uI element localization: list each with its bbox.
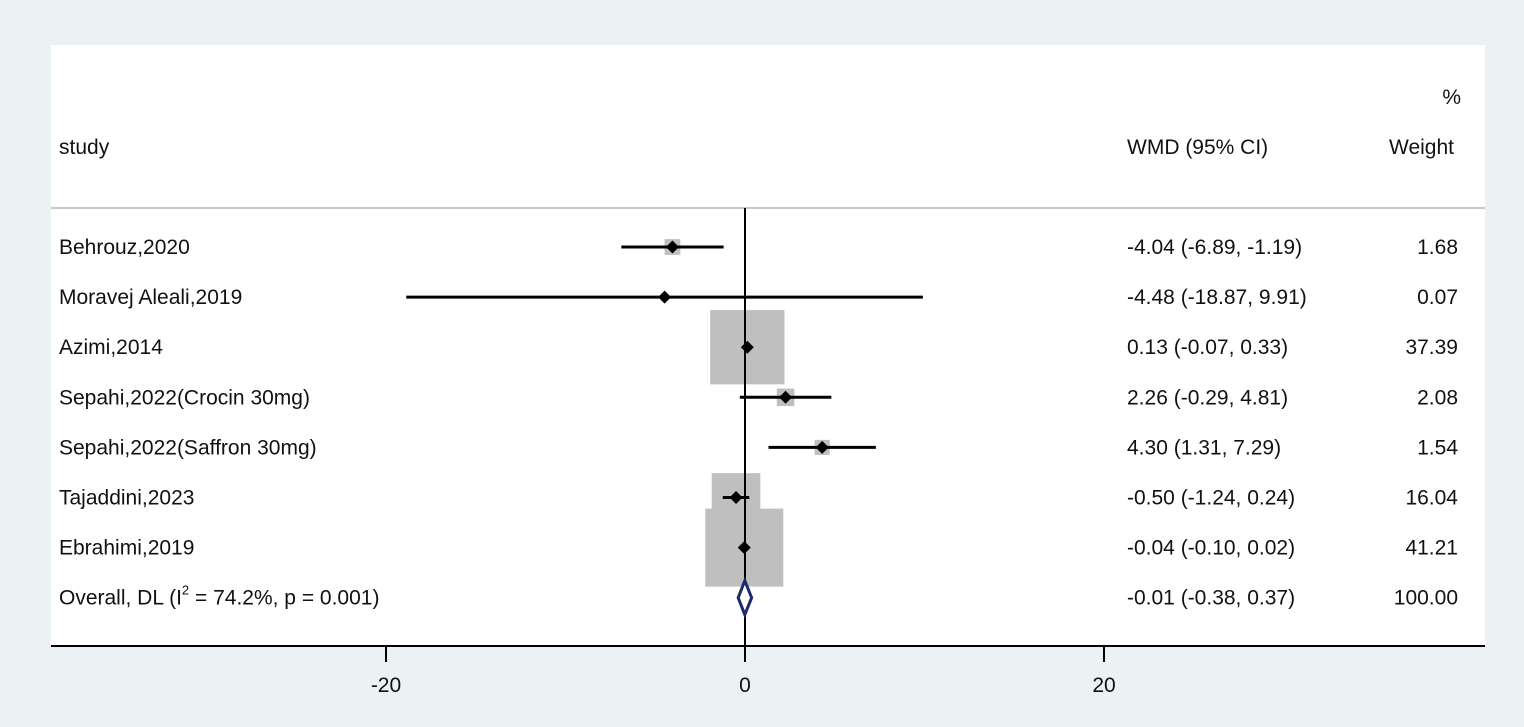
point-estimate <box>815 440 829 454</box>
point-estimate <box>658 290 672 304</box>
study-name: Sepahi,2022(Saffron 30mg) <box>59 436 317 459</box>
study-weight: 1.54 <box>1417 436 1458 459</box>
point-estimate <box>779 390 793 404</box>
study-weight: 0.07 <box>1417 286 1458 309</box>
study-weight: 1.68 <box>1417 236 1458 259</box>
study-weight: 41.21 <box>1405 537 1458 560</box>
point-estimate <box>740 340 754 354</box>
study-name: Behrouz,2020 <box>59 236 190 259</box>
study-name: Moravej Aleali,2019 <box>59 286 242 309</box>
study-ci: 0.13 (-0.07, 0.33) <box>1127 336 1288 359</box>
study-ci: -4.04 (-6.89, -1.19) <box>1127 236 1302 259</box>
x-tick-label: 20 <box>1092 674 1115 697</box>
study-name: Tajaddini,2023 <box>59 487 194 510</box>
row-labels: Behrouz,2020 -4.04 (-6.89, -1.19) 1.68 Mora… <box>59 236 1458 610</box>
study-weight: 37.39 <box>1405 336 1458 359</box>
overall-weight: 100.00 <box>1394 587 1458 610</box>
overall-ci: -0.01 (-0.38, 0.37) <box>1127 587 1295 610</box>
header-weight-percent: % <box>1442 86 1461 109</box>
x-tick-label: 0 <box>739 674 751 697</box>
overall-label: Overall, DL (I2 = 74.2%, p = 0.001) <box>59 583 379 610</box>
point-estimates <box>658 240 829 619</box>
study-ci: -0.50 (-1.24, 0.24) <box>1127 487 1295 510</box>
study-ci: 4.30 (1.31, 7.29) <box>1127 436 1281 459</box>
point-estimate <box>729 491 743 504</box>
study-ci: -0.04 (-0.10, 0.02) <box>1127 537 1295 560</box>
header-effect: WMD (95% CI) <box>1127 136 1268 159</box>
header-study: study <box>59 136 110 159</box>
study-weight: 16.04 <box>1405 487 1458 510</box>
point-estimate <box>665 240 679 254</box>
study-name: Ebrahimi,2019 <box>59 537 194 560</box>
study-ci: 2.26 (-0.29, 4.81) <box>1127 386 1288 409</box>
study-ci: -4.48 (-18.87, 9.91) <box>1127 286 1307 309</box>
overall-diamond <box>736 576 754 619</box>
overall-label-pre: Overall, DL (I <box>59 587 182 610</box>
point-estimate <box>737 541 751 555</box>
study-name: Sepahi,2022(Crocin 30mg) <box>59 386 310 409</box>
overall-label-sup: 2 <box>182 583 189 598</box>
overall-label-post: = 74.2%, p = 0.001) <box>189 587 379 610</box>
header-weight: Weight <box>1389 136 1454 159</box>
study-name: Azimi,2014 <box>59 336 163 359</box>
x-axis: -20 0 20 <box>51 645 1485 697</box>
x-tick-label: -20 <box>371 674 401 697</box>
study-weight: 2.08 <box>1417 386 1458 409</box>
